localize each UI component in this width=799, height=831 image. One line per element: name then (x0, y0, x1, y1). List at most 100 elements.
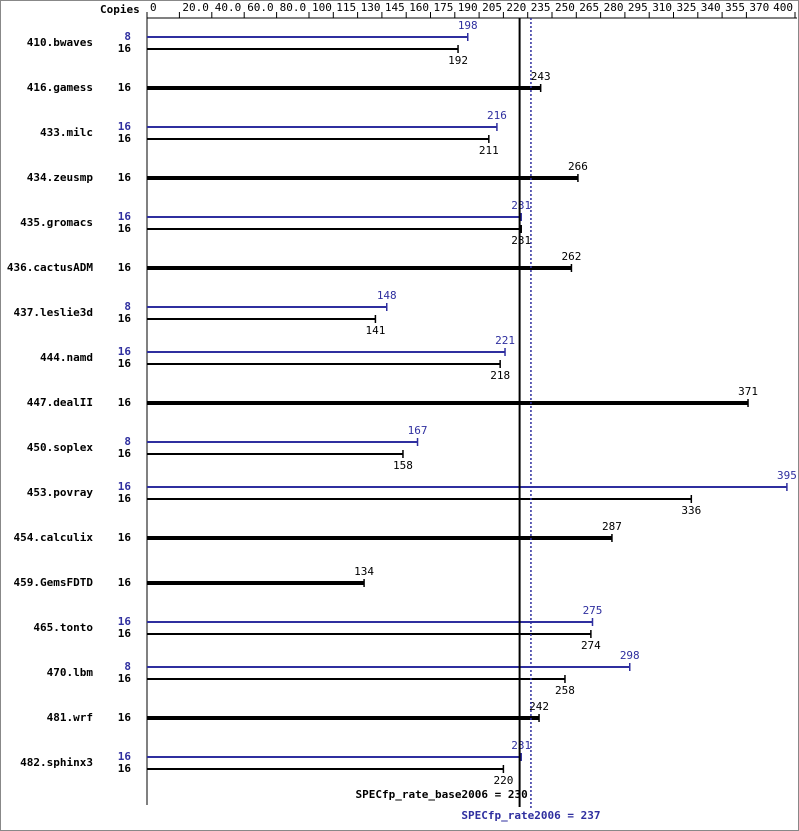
x-tick-label: 60.0 (247, 1, 274, 14)
value-label: 243 (531, 70, 551, 83)
copies-label: 8 (124, 30, 131, 43)
x-tick-label: 250 (555, 1, 575, 14)
copies-label: 16 (118, 171, 132, 184)
reference-label: SPECfp_rate2006 = 237 (461, 809, 600, 822)
benchmark-label: 453.povray (27, 486, 94, 499)
benchmark-label: 481.wrf (47, 711, 93, 724)
x-tick-label: 40.0 (215, 1, 242, 14)
x-tick-label: 235 (531, 1, 551, 14)
copies-label: 16 (118, 750, 132, 763)
copies-label: 16 (118, 81, 132, 94)
copies-label: 16 (118, 492, 132, 505)
copies-label: 16 (118, 672, 132, 685)
x-tick-label: 130 (361, 1, 381, 14)
copies-label: 8 (124, 660, 131, 673)
benchmark-label: 410.bwaves (27, 36, 93, 49)
value-label: 192 (448, 54, 468, 67)
copies-label: 16 (118, 396, 132, 409)
value-label: 221 (495, 334, 515, 347)
x-tick-label: 205 (482, 1, 502, 14)
value-label: 371 (738, 385, 758, 398)
value-label: 262 (562, 250, 582, 263)
x-tick-label: 160 (409, 1, 429, 14)
copies-label: 16 (118, 132, 132, 145)
x-tick-label: 370 (749, 1, 769, 14)
value-label: 167 (408, 424, 428, 437)
benchmark-label: 450.soplex (27, 441, 94, 454)
benchmark-label: 436.cactusADM (7, 261, 93, 274)
x-tick-label: 355 (725, 1, 745, 14)
copies-label: 16 (118, 447, 132, 460)
value-label: 220 (493, 774, 513, 787)
copies-label: 16 (118, 627, 132, 640)
x-tick-label: 340 (701, 1, 721, 14)
value-label: 148 (377, 289, 397, 302)
value-label: 395 (777, 469, 797, 482)
benchmark-label: 434.zeusmp (27, 171, 94, 184)
value-label: 275 (583, 604, 603, 617)
value-label: 287 (602, 520, 622, 533)
value-label: 298 (620, 649, 640, 662)
copies-label: 16 (118, 312, 132, 325)
copies-label: 16 (118, 210, 132, 223)
copies-label: 16 (118, 615, 132, 628)
x-tick-label: 175 (434, 1, 454, 14)
x-tick-label: 115 (336, 1, 356, 14)
copies-label: 16 (118, 357, 132, 370)
x-tick-label: 265 (579, 1, 599, 14)
value-label: 216 (487, 109, 507, 122)
x-tick-label: 295 (628, 1, 648, 14)
value-label: 211 (479, 144, 499, 157)
benchmark-label: 482.sphinx3 (20, 756, 93, 769)
value-label: 158 (393, 459, 413, 472)
value-label: 336 (681, 504, 701, 517)
value-label: 134 (354, 565, 374, 578)
value-label: 231 (511, 234, 531, 247)
value-label: 242 (529, 700, 549, 713)
value-label: 274 (581, 639, 601, 652)
copies-label: 8 (124, 300, 131, 313)
benchmark-label: 416.gamess (27, 81, 93, 94)
copies-label: 16 (118, 762, 132, 775)
copies-label: 16 (118, 711, 132, 724)
copies-label: 16 (118, 42, 132, 55)
copies-label: 16 (118, 222, 132, 235)
copies-label: 16 (118, 345, 132, 358)
x-tick-label: 100 (312, 1, 332, 14)
x-tick-label: 190 (458, 1, 478, 14)
x-tick-label: 220 (506, 1, 526, 14)
value-label: 258 (555, 684, 575, 697)
x-tick-label: 325 (677, 1, 697, 14)
copies-label: 16 (118, 261, 132, 274)
copies-label: 16 (118, 480, 132, 493)
benchmark-label: 444.namd (40, 351, 93, 364)
benchmark-label: 435.gromacs (20, 216, 93, 229)
benchmark-label: 437.leslie3d (14, 306, 93, 319)
value-label: 141 (365, 324, 385, 337)
value-label: 231 (511, 199, 531, 212)
benchmark-label: 433.milc (40, 126, 93, 139)
benchmark-label: 447.dealII (27, 396, 93, 409)
value-label: 266 (568, 160, 588, 173)
x-tick-label: 280 (604, 1, 624, 14)
x-tick-label: 145 (385, 1, 405, 14)
benchmark-label: 470.lbm (47, 666, 94, 679)
x-tick-label: 80.0 (280, 1, 307, 14)
benchmark-label: 459.GemsFDTD (14, 576, 94, 589)
value-label: 198 (458, 19, 478, 32)
value-label: 218 (490, 369, 510, 382)
copies-label: 16 (118, 531, 132, 544)
x-tick-label: 20.0 (182, 1, 209, 14)
x-tick-label: 400 (773, 1, 793, 14)
benchmark-label: 465.tonto (33, 621, 93, 634)
value-label: 231 (511, 739, 531, 752)
benchmark-label: 454.calculix (14, 531, 94, 544)
copies-header: Copies (100, 3, 140, 16)
x-tick-label: 0 (150, 1, 157, 14)
reference-label: SPECfp_rate_base2006 = 230 (356, 788, 528, 801)
x-tick-label: 310 (652, 1, 672, 14)
copies-label: 16 (118, 576, 132, 589)
copies-label: 8 (124, 435, 131, 448)
copies-label: 16 (118, 120, 132, 133)
